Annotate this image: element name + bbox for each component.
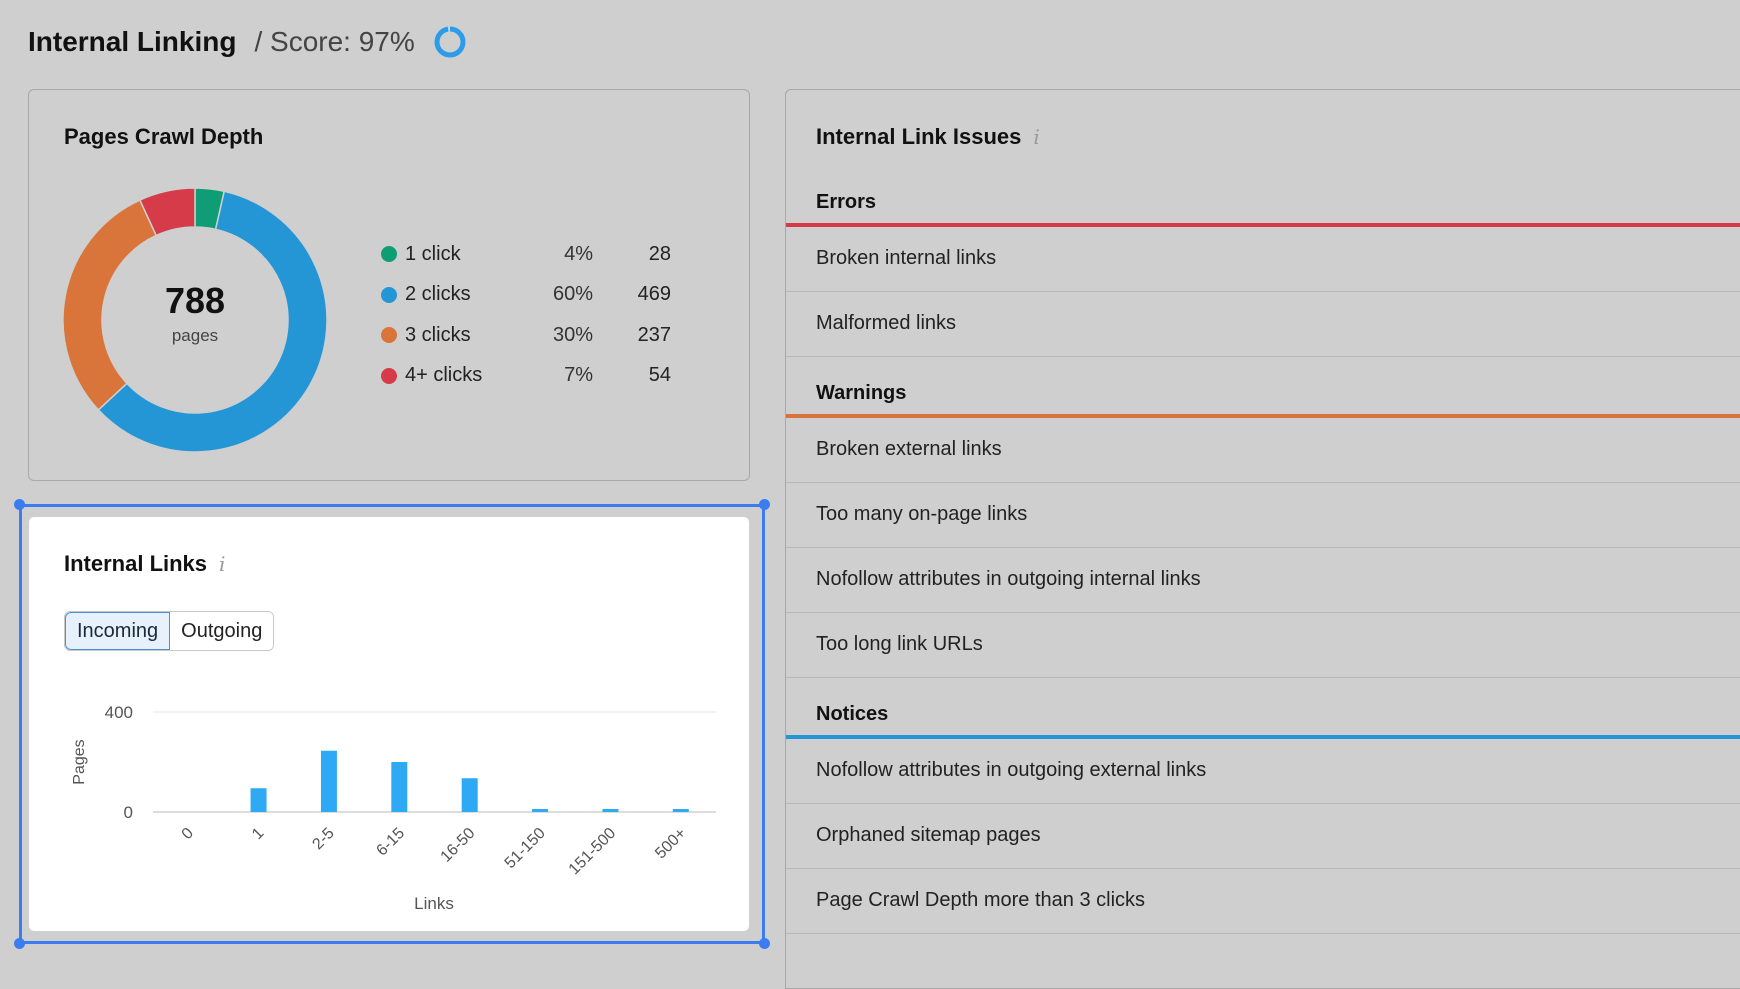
issue-label[interactable]: Nofollow attributes in outgoing external…: [816, 759, 1207, 781]
issue-label[interactable]: Page Crawl Depth more than 3 clicks: [816, 889, 1146, 911]
issue-row[interactable]: Page Crawl Depth more than 3 clicks: [786, 869, 1740, 934]
internal-link-issues-card: Internal Link Issues i Errors Broken inter…: [785, 89, 1740, 989]
issue-group-notices: Notices: [816, 703, 889, 725]
y-tick-label: 0: [124, 803, 133, 822]
issue-row[interactable]: Nofollow attributes in outgoing external…: [786, 739, 1740, 804]
info-icon[interactable]: i: [1033, 125, 1040, 149]
donut-slice-two-clicks[interactable]: [97, 190, 328, 453]
internal-links-bar-chart: 400 0 Pages 0 1 2-5 6-15 16-50 51-150 151-500 500+…: [71, 703, 716, 913]
legend-label: 3 clicks: [405, 323, 471, 346]
info-icon[interactable]: i: [219, 552, 226, 576]
issue-row[interactable]: Orphaned sitemap pages: [786, 804, 1740, 869]
issues-title: Internal Link Issues i: [816, 124, 1040, 150]
selection-handle-top-left[interactable]: [14, 499, 25, 510]
issue-row[interactable]: Malformed links: [786, 292, 1740, 357]
bar-2-5[interactable]: [320, 750, 337, 812]
bar-51-150[interactable]: [532, 809, 549, 812]
bar-500+[interactable]: [672, 809, 689, 812]
legend-dot: [381, 367, 397, 384]
issue-row[interactable]: Nofollow attributes in outgoing internal…: [786, 548, 1740, 613]
crawl-depth-card: Pages Crawl Depth 788 pages 1 click 4% 28 2…: [28, 89, 750, 481]
legend-count[interactable]: 237: [637, 323, 671, 346]
x-tick-label: 500+: [652, 825, 690, 863]
issue-label[interactable]: Broken external links: [816, 438, 1002, 460]
crawl-depth-legend: 1 click 4% 28 2 clicks 60% 469 3 clicks 30% 237 4…: [381, 234, 671, 396]
selection-handle-top-right[interactable]: [759, 499, 770, 510]
links-direction-toggle: Incoming Outgoing: [64, 611, 275, 651]
x-axis-label: Links: [414, 894, 454, 913]
x-tick-label: 6-15: [373, 825, 408, 860]
x-tick-label: 16-50: [438, 825, 479, 866]
page-header: Internal Linking / Score: 97%: [28, 22, 467, 62]
x-tick-label: 151-500: [566, 825, 620, 879]
x-tick-label: 1: [249, 825, 267, 843]
issue-row[interactable]: Too many on-page links: [786, 483, 1740, 548]
bar-6-15[interactable]: [391, 762, 408, 812]
legend-percent: 60%: [552, 283, 593, 306]
legend-count[interactable]: 28: [648, 242, 671, 265]
score-label: / Score: 97%: [254, 26, 415, 57]
internal-links-card: Internal Links i Incoming Outgoing 400 0 Pa…: [28, 516, 750, 932]
issue-row[interactable]: Broken external links: [786, 418, 1740, 483]
page-title: Internal Linking: [28, 26, 237, 57]
bar-16-50[interactable]: [461, 778, 478, 812]
tab-outgoing[interactable]: Outgoing: [170, 612, 274, 650]
issue-label[interactable]: Malformed links: [816, 312, 957, 334]
legend-percent: 7%: [564, 364, 593, 387]
crawl-depth-title: Pages Crawl Depth: [64, 124, 264, 149]
issue-group-divider: [786, 223, 1740, 227]
internal-links-title: Internal Links i: [64, 551, 225, 577]
selection-handle-bottom-left[interactable]: [14, 938, 25, 949]
legend-item-three-clicks[interactable]: 3 clicks 30% 237: [381, 315, 671, 356]
issue-label[interactable]: Nofollow attributes in outgoing internal…: [816, 568, 1201, 590]
bar-151-500[interactable]: [602, 809, 619, 812]
legend-label: 1 click: [405, 242, 461, 265]
issue-row[interactable]: Too long link URLs: [786, 613, 1740, 678]
internal-links-title-text: Internal Links: [64, 551, 208, 576]
legend-item-one-click[interactable]: 1 click 4% 28: [381, 234, 671, 275]
issue-label[interactable]: Broken internal links: [816, 247, 997, 269]
issue-label[interactable]: Orphaned sitemap pages: [816, 824, 1041, 846]
legend-dot: [381, 246, 397, 263]
selection-handle-bottom-right[interactable]: [759, 938, 770, 949]
issue-group-divider: [786, 735, 1740, 739]
selection-outline: [19, 504, 765, 944]
crawl-depth-donut[interactable]: 788 pages: [62, 187, 328, 453]
legend-count[interactable]: 469: [637, 283, 671, 306]
y-axis-label: Pages: [71, 739, 88, 784]
tab-incoming[interactable]: Incoming: [65, 612, 171, 650]
donut-slice-three-clicks[interactable]: [62, 199, 158, 411]
x-tick-label: 2-5: [309, 825, 337, 853]
issue-group-divider: [786, 414, 1740, 418]
bar-1[interactable]: [250, 788, 267, 812]
issues-title-text: Internal Link Issues: [816, 124, 1022, 149]
legend-item-four-plus-clicks[interactable]: 4+ clicks 7% 54: [381, 356, 671, 397]
issue-label[interactable]: Too many on-page links: [816, 503, 1028, 525]
issue-row[interactable]: Broken internal links: [786, 227, 1740, 292]
legend-percent: 30%: [552, 323, 593, 346]
issue-group-errors: Errors: [816, 191, 877, 213]
legend-label: 2 clicks: [405, 283, 471, 306]
legend-dot: [381, 286, 397, 303]
y-tick-label: 400: [105, 703, 133, 722]
total-pages-value: 788: [164, 280, 226, 321]
issue-group-warnings: Warnings: [816, 382, 907, 404]
legend-label: 4+ clicks: [405, 364, 483, 387]
issue-label[interactable]: Too long link URLs: [816, 633, 983, 655]
x-tick-label: 51-150: [502, 825, 549, 872]
legend-item-two-clicks[interactable]: 2 clicks 60% 469: [381, 275, 671, 316]
score-ring-icon: [434, 26, 466, 58]
legend-percent: 4%: [564, 242, 593, 265]
donut-slice-four-plus-clicks[interactable]: [138, 187, 196, 237]
legend-count[interactable]: 54: [648, 364, 671, 387]
donut-chart[interactable]: [62, 187, 328, 453]
total-pages-label: pages: [171, 326, 219, 345]
x-tick-label: 0: [179, 825, 197, 843]
legend-dot: [381, 327, 397, 344]
